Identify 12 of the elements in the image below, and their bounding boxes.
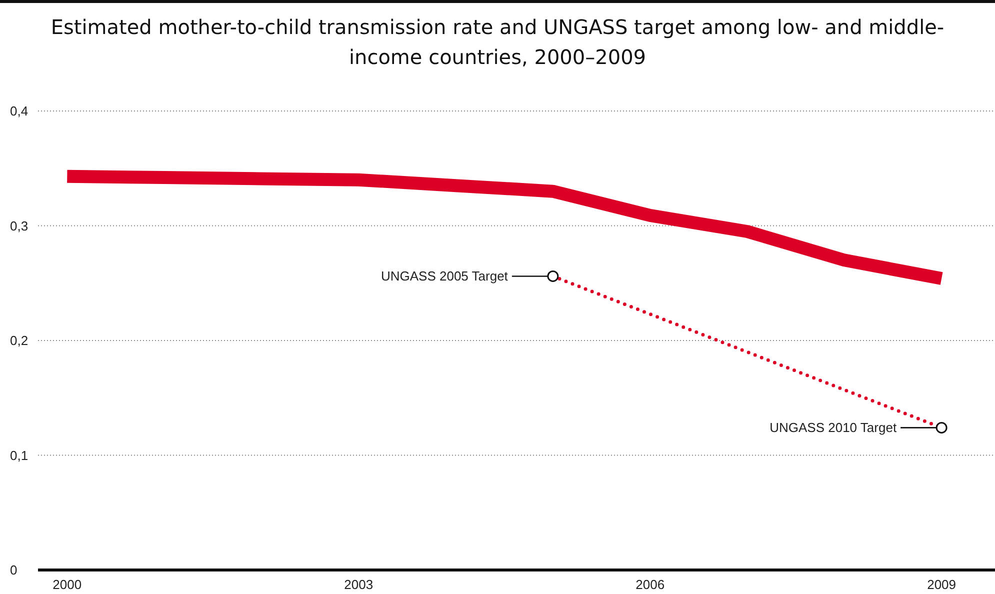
x-tick-label: 2006 bbox=[636, 577, 665, 592]
y-tick-label: 0,4 bbox=[10, 104, 28, 118]
annotation: UNGASS 2005 Target bbox=[380, 268, 508, 284]
y-tick-label: 0,3 bbox=[10, 218, 28, 234]
y-tick-label: 0 bbox=[10, 562, 18, 578]
y-tick-label: 0,2 bbox=[10, 333, 28, 348]
x-tick-label: 2000 bbox=[52, 577, 82, 592]
annotation: UNGASS 2010 Target bbox=[770, 420, 897, 436]
x-tick-label: 2009 bbox=[927, 577, 956, 592]
chart-title: Estimated mother-to-child transmission rate and UNGASS target among low- and middle-income countries, 2000–2009 bbox=[50, 14, 946, 71]
x-tick-label: 2003 bbox=[344, 577, 374, 592]
y-tick-label: 0,1 bbox=[10, 448, 28, 463]
